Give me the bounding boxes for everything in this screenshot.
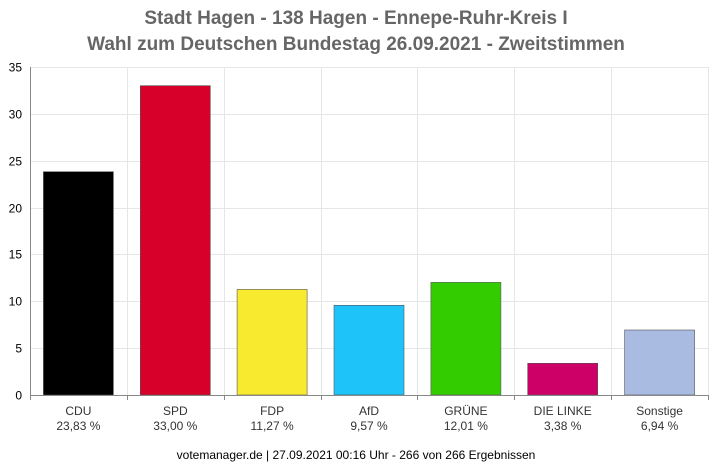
value-label: 11,27 % [251, 419, 294, 433]
value-label: 3,38 % [544, 419, 582, 433]
y-tick-label: 35 [9, 61, 23, 75]
value-label: 33,00 % [153, 419, 197, 433]
y-tick-label: 5 [15, 342, 22, 356]
bar-cdu [43, 171, 114, 396]
value-label: 12,01 % [444, 419, 488, 433]
bar-spd [140, 85, 211, 396]
x-tick-label: Sonstige [636, 404, 683, 418]
y-tick-label: 30 [9, 108, 23, 122]
bar-fdp [236, 289, 308, 396]
footer-source: votemanager.de | 27.09.2021 00:16 Uhr - … [176, 448, 536, 462]
value-label: 9,57 % [350, 419, 388, 433]
bar-afd [333, 304, 405, 396]
y-tick-label: 0 [15, 389, 22, 403]
x-tick-label: AfD [359, 404, 379, 418]
y-tick-label: 10 [9, 295, 23, 309]
x-tick-label: GRÜNE [444, 404, 487, 418]
x-tick-label: DIE LINKE [534, 404, 592, 418]
y-tick-label: 25 [9, 155, 23, 169]
bar-gr-ne [430, 282, 502, 396]
y-tick-label: 20 [9, 202, 23, 216]
chart-title-line-1: Stadt Hagen - 138 Hagen - Ennepe-Ruhr-Kr… [144, 8, 568, 29]
chart-title-line-2: Wahl zum Deutschen Bundestag 26.09.2021 … [87, 34, 625, 55]
value-label: 23,83 % [56, 419, 100, 433]
bar-die-linke [527, 362, 599, 396]
value-label: 6,94 % [641, 419, 679, 433]
x-tick-label: SPD [163, 404, 188, 418]
x-tick-label: FDP [260, 404, 284, 418]
x-tick-label: CDU [65, 404, 91, 418]
bar-sonstige [624, 329, 695, 396]
y-tick-label: 15 [9, 248, 23, 262]
